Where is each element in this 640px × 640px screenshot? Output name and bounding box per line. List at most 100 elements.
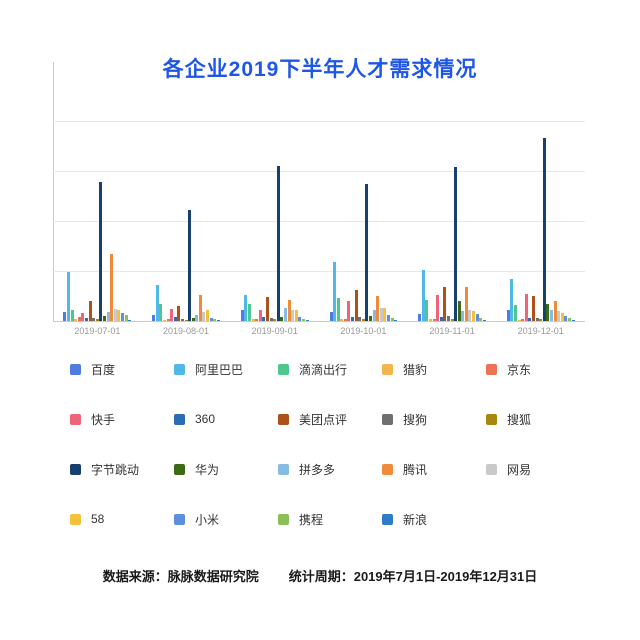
legend-item-字节跳动[interactable]: 字节跳动 xyxy=(60,444,164,494)
bar-美团点评 xyxy=(354,290,358,322)
bar-快手 xyxy=(170,309,174,322)
legend-item-360[interactable]: 360 xyxy=(164,394,268,444)
bar-滴滴出行 xyxy=(248,304,252,322)
legend-swatch-icon xyxy=(70,463,81,475)
legend-item-新浪[interactable]: 新浪 xyxy=(372,494,476,544)
bar-滴滴出行 xyxy=(336,298,340,322)
bar-美团点评 xyxy=(443,287,447,322)
chart-plot-area xyxy=(53,62,585,322)
bar-小米 xyxy=(387,315,390,322)
bar-快手 xyxy=(524,294,528,322)
bar-字节跳动 xyxy=(365,184,369,322)
bar-美团点评 xyxy=(177,306,181,322)
gridline xyxy=(53,271,585,272)
bar-猎豹 xyxy=(251,319,255,322)
bar-猎豹 xyxy=(74,319,78,322)
legend-item-腾讯[interactable]: 腾讯 xyxy=(372,444,476,494)
bar-58 xyxy=(117,310,121,322)
legend-label: 百度 xyxy=(91,362,116,377)
bar-group-2019-08-01 xyxy=(142,72,231,322)
x-axis-tick-label: 2019-12-01 xyxy=(517,326,564,336)
legend-label: 滴滴出行 xyxy=(299,362,348,377)
legend-swatch-icon xyxy=(278,513,289,525)
bar-京东 xyxy=(343,319,347,322)
bar-腾讯 xyxy=(553,301,557,322)
legend-swatch-icon xyxy=(486,363,497,375)
legend-item-华为[interactable]: 华为 xyxy=(164,444,268,494)
bar-京东 xyxy=(77,317,81,322)
bar-猎豹 xyxy=(428,319,432,322)
bar-腾讯 xyxy=(287,300,291,322)
bar-滴滴出行 xyxy=(70,310,74,322)
bar-group-2019-09-01 xyxy=(230,72,319,322)
bar-阿里巴巴 xyxy=(155,285,159,322)
bar-搜狐 xyxy=(539,319,543,322)
bar-group-2019-12-01 xyxy=(496,72,585,322)
bar-拼多多 xyxy=(283,308,287,322)
legend-label: 小米 xyxy=(195,512,220,527)
legend-item-滴滴出行[interactable]: 滴滴出行 xyxy=(268,344,372,394)
gridline xyxy=(53,221,585,222)
x-axis-tick-label: 2019-07-01 xyxy=(74,326,121,336)
bar-搜狗 xyxy=(358,317,362,322)
bar-58 xyxy=(472,311,476,322)
gridline xyxy=(53,121,585,122)
bar-360 xyxy=(351,317,355,322)
bar-360 xyxy=(262,317,266,322)
bar-快手 xyxy=(436,295,440,322)
x-axis-tick-label: 2019-11-01 xyxy=(429,326,475,336)
bar-京东 xyxy=(521,319,525,322)
bar-group-2019-11-01 xyxy=(408,72,497,322)
legend-item-携程[interactable]: 携程 xyxy=(268,494,372,544)
legend-item-拼多多[interactable]: 拼多多 xyxy=(268,444,372,494)
legend-label: 字节跳动 xyxy=(91,462,140,477)
legend-label: 京东 xyxy=(507,362,532,377)
bar-百度 xyxy=(329,312,333,322)
bar-携程 xyxy=(567,318,571,322)
legend-label: 携程 xyxy=(299,512,324,527)
y-axis-line xyxy=(53,62,54,322)
legend-item-美团点评[interactable]: 美团点评 xyxy=(268,394,372,444)
legend-item-搜狗[interactable]: 搜狗 xyxy=(372,394,476,444)
bar-搜狐 xyxy=(273,319,277,322)
legend-item-百度[interactable]: 百度 xyxy=(60,344,164,394)
legend-item-58[interactable]: 58 xyxy=(60,494,164,544)
bar-58 xyxy=(206,310,210,322)
legend-swatch-icon xyxy=(382,413,393,425)
data-source-text: 数据来源：脉脉数据研究院 xyxy=(102,569,259,584)
x-axis-line xyxy=(53,321,585,322)
bar-搜狗 xyxy=(180,319,184,322)
bar-搜狗 xyxy=(92,318,96,322)
legend-item-网易[interactable]: 网易 xyxy=(476,444,580,494)
bar-百度 xyxy=(506,310,510,322)
legend-swatch-icon xyxy=(486,463,497,475)
bar-阿里巴巴 xyxy=(421,270,425,322)
legend-item-搜狐[interactable]: 搜狐 xyxy=(476,394,580,444)
bar-groups xyxy=(53,72,585,322)
bar-360 xyxy=(439,317,443,322)
bar-字节跳动 xyxy=(276,166,280,322)
legend-swatch-icon xyxy=(278,463,289,475)
bar-搜狐 xyxy=(450,319,454,322)
legend-item-阿里巴巴[interactable]: 阿里巴巴 xyxy=(164,344,268,394)
chart-title: 各企业2019下半年人才需求情况 xyxy=(162,58,478,81)
bar-小米 xyxy=(564,316,568,322)
legend-label: 拼多多 xyxy=(299,462,336,477)
legend-item-小米[interactable]: 小米 xyxy=(164,494,268,544)
legend-label: 搜狗 xyxy=(403,412,428,427)
legend-swatch-icon xyxy=(278,363,289,375)
legend-item-快手[interactable]: 快手 xyxy=(60,394,164,444)
bar-携程 xyxy=(479,318,483,322)
legend-item-猎豹[interactable]: 猎豹 xyxy=(372,344,476,394)
bar-58 xyxy=(560,313,564,322)
bar-华为 xyxy=(280,317,284,322)
legend-label: 58 xyxy=(91,512,105,526)
legend-label: 网易 xyxy=(507,462,532,477)
bar-腾讯 xyxy=(464,287,468,322)
legend-item-京东[interactable]: 京东 xyxy=(476,344,580,394)
bar-group-2019-10-01 xyxy=(319,72,408,322)
bar-华为 xyxy=(191,318,195,322)
bar-360 xyxy=(173,317,177,322)
legend-swatch-icon xyxy=(70,363,81,375)
